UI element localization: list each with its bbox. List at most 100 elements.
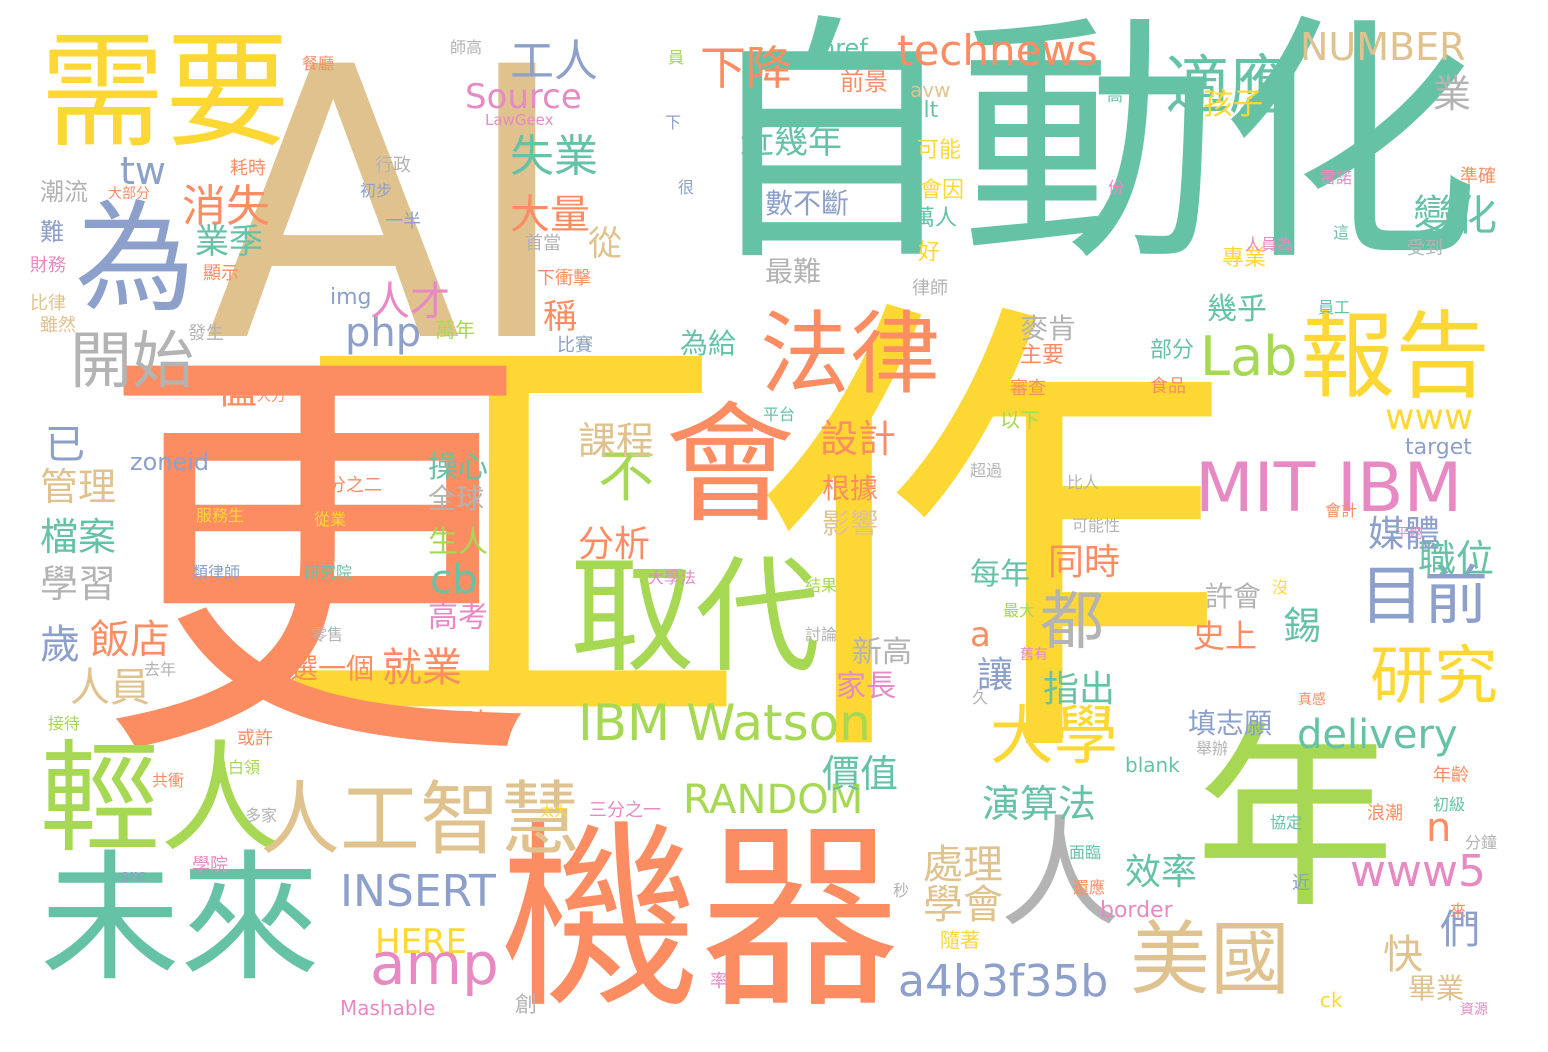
word-197: 份 — [1108, 178, 1125, 197]
word-159: 三分之一 — [589, 800, 661, 821]
word-94: 史上 — [1193, 617, 1258, 655]
word-78: 生人 — [428, 525, 488, 560]
word-140: 師高 — [450, 38, 483, 57]
word-38: 大量 — [510, 192, 590, 238]
word-106: 會因 — [920, 178, 965, 203]
word-167: 平台 — [763, 405, 796, 424]
word-81: 新高 — [852, 635, 912, 670]
word-130: 初步 — [360, 181, 393, 200]
word-58: 管理 — [40, 465, 117, 509]
word-135: 比賽 — [557, 335, 593, 356]
word-72: 快 — [1383, 932, 1423, 978]
word-23: 適應 — [1165, 50, 1293, 124]
word-39: 消失 — [182, 181, 270, 232]
word-52: 業季 — [195, 222, 263, 262]
word-99: 全球 — [428, 482, 485, 515]
word-122: 隨著 — [940, 928, 980, 952]
word-15: 法律 — [760, 302, 940, 407]
word-117: border — [1100, 898, 1173, 923]
word-108: 好 — [918, 240, 941, 265]
word-87: 已 — [45, 422, 85, 468]
word-125: 難 — [40, 218, 64, 246]
word-172: 可能性 — [1072, 516, 1121, 535]
word-82: 家長 — [836, 669, 896, 704]
word-107: 萬人 — [913, 206, 958, 231]
word-41: 數不斷 — [765, 187, 850, 220]
word-37: 失業 — [510, 131, 598, 182]
word-110: 萬年 — [435, 318, 475, 342]
word-102: 前景 — [840, 68, 888, 96]
word-168: 以下 — [1000, 408, 1040, 432]
word-121: 創 — [515, 993, 538, 1018]
word-116: blank — [1125, 753, 1180, 777]
word-146: 三分之二 — [310, 475, 382, 496]
word-166: 還應 — [1073, 878, 1106, 897]
word-70: 媒體 — [1368, 514, 1441, 555]
word-154: 或許 — [237, 728, 273, 749]
word-158: 太大 — [540, 804, 568, 820]
word-4: 更 — [95, 304, 535, 816]
word-133: 首當 — [525, 233, 561, 254]
word-79: 操心 — [428, 450, 488, 485]
word-152: 去年 — [144, 660, 177, 679]
word-80: 高考 — [428, 600, 488, 635]
word-198: 高 — [1107, 86, 1124, 105]
word-88: 儘 — [217, 367, 257, 413]
word-128: 雖然 — [40, 315, 76, 336]
word-27: amp — [370, 930, 499, 998]
word-190: 食品 — [1150, 376, 1186, 397]
word-13: 人 — [1000, 805, 1120, 944]
word-61: 人員 — [70, 665, 150, 711]
word-174: 舊有 — [1020, 647, 1048, 663]
word-26: IBM Watson — [578, 694, 871, 752]
word-20: 大學 — [990, 700, 1118, 774]
word-11: 取代 — [570, 545, 820, 690]
word-157: 共衝 — [152, 771, 185, 790]
word-95: 許會 — [1205, 580, 1262, 613]
word-199: 律師 — [912, 278, 948, 299]
word-71: 們 — [1440, 907, 1480, 953]
word-84: 影響 — [822, 507, 879, 540]
word-45: delivery — [1297, 712, 1458, 758]
word-91: n — [1426, 805, 1452, 851]
word-109: img — [330, 285, 372, 310]
word-47: HERE — [375, 922, 468, 962]
word-126: 財務 — [30, 255, 66, 276]
word-163: 結果 — [805, 576, 838, 595]
word-55: 分析 — [578, 524, 651, 565]
word-69: 職位 — [1418, 537, 1495, 581]
word-96: 填志願 — [1188, 707, 1273, 740]
word-2: 工作 — [270, 260, 1230, 819]
word-120: Mashable — [340, 996, 436, 1020]
word-149: 類律師 — [192, 563, 241, 582]
word-62: 效率 — [1125, 852, 1198, 893]
word-98: 選一個 — [290, 652, 375, 685]
word-115: target — [1405, 435, 1472, 460]
word-50: tw — [120, 149, 166, 193]
word-90: a — [970, 615, 991, 655]
word-150: 研究院 — [304, 563, 353, 582]
word-143: 下 — [665, 113, 682, 132]
word-124: 潮流 — [40, 178, 88, 206]
word-35: 工人 — [510, 36, 598, 87]
word-7: 年 — [1195, 703, 1396, 936]
word-192: 受到 — [1407, 238, 1443, 259]
word-119: ck — [1320, 988, 1343, 1012]
word-142: 員 — [668, 48, 685, 67]
word-169: 審查 — [1010, 378, 1046, 399]
word-65: 演算法 — [982, 782, 1097, 826]
word-76: 幾乎 — [1207, 292, 1267, 327]
word-156: 多家 — [245, 806, 278, 825]
word-188: 會計 — [1325, 501, 1358, 520]
word-16: 人工智慧 — [260, 773, 580, 866]
word-66: 價值 — [822, 752, 899, 796]
word-132: 一半 — [385, 211, 421, 232]
word-153: 接待 — [48, 714, 81, 733]
word-151: 零售 — [311, 625, 344, 644]
word-144: 很 — [678, 178, 695, 197]
word-101: href — [820, 34, 868, 62]
word-155: 白領 — [228, 758, 261, 777]
word-49: cb — [430, 557, 478, 603]
word-54: 設計 — [820, 417, 897, 461]
